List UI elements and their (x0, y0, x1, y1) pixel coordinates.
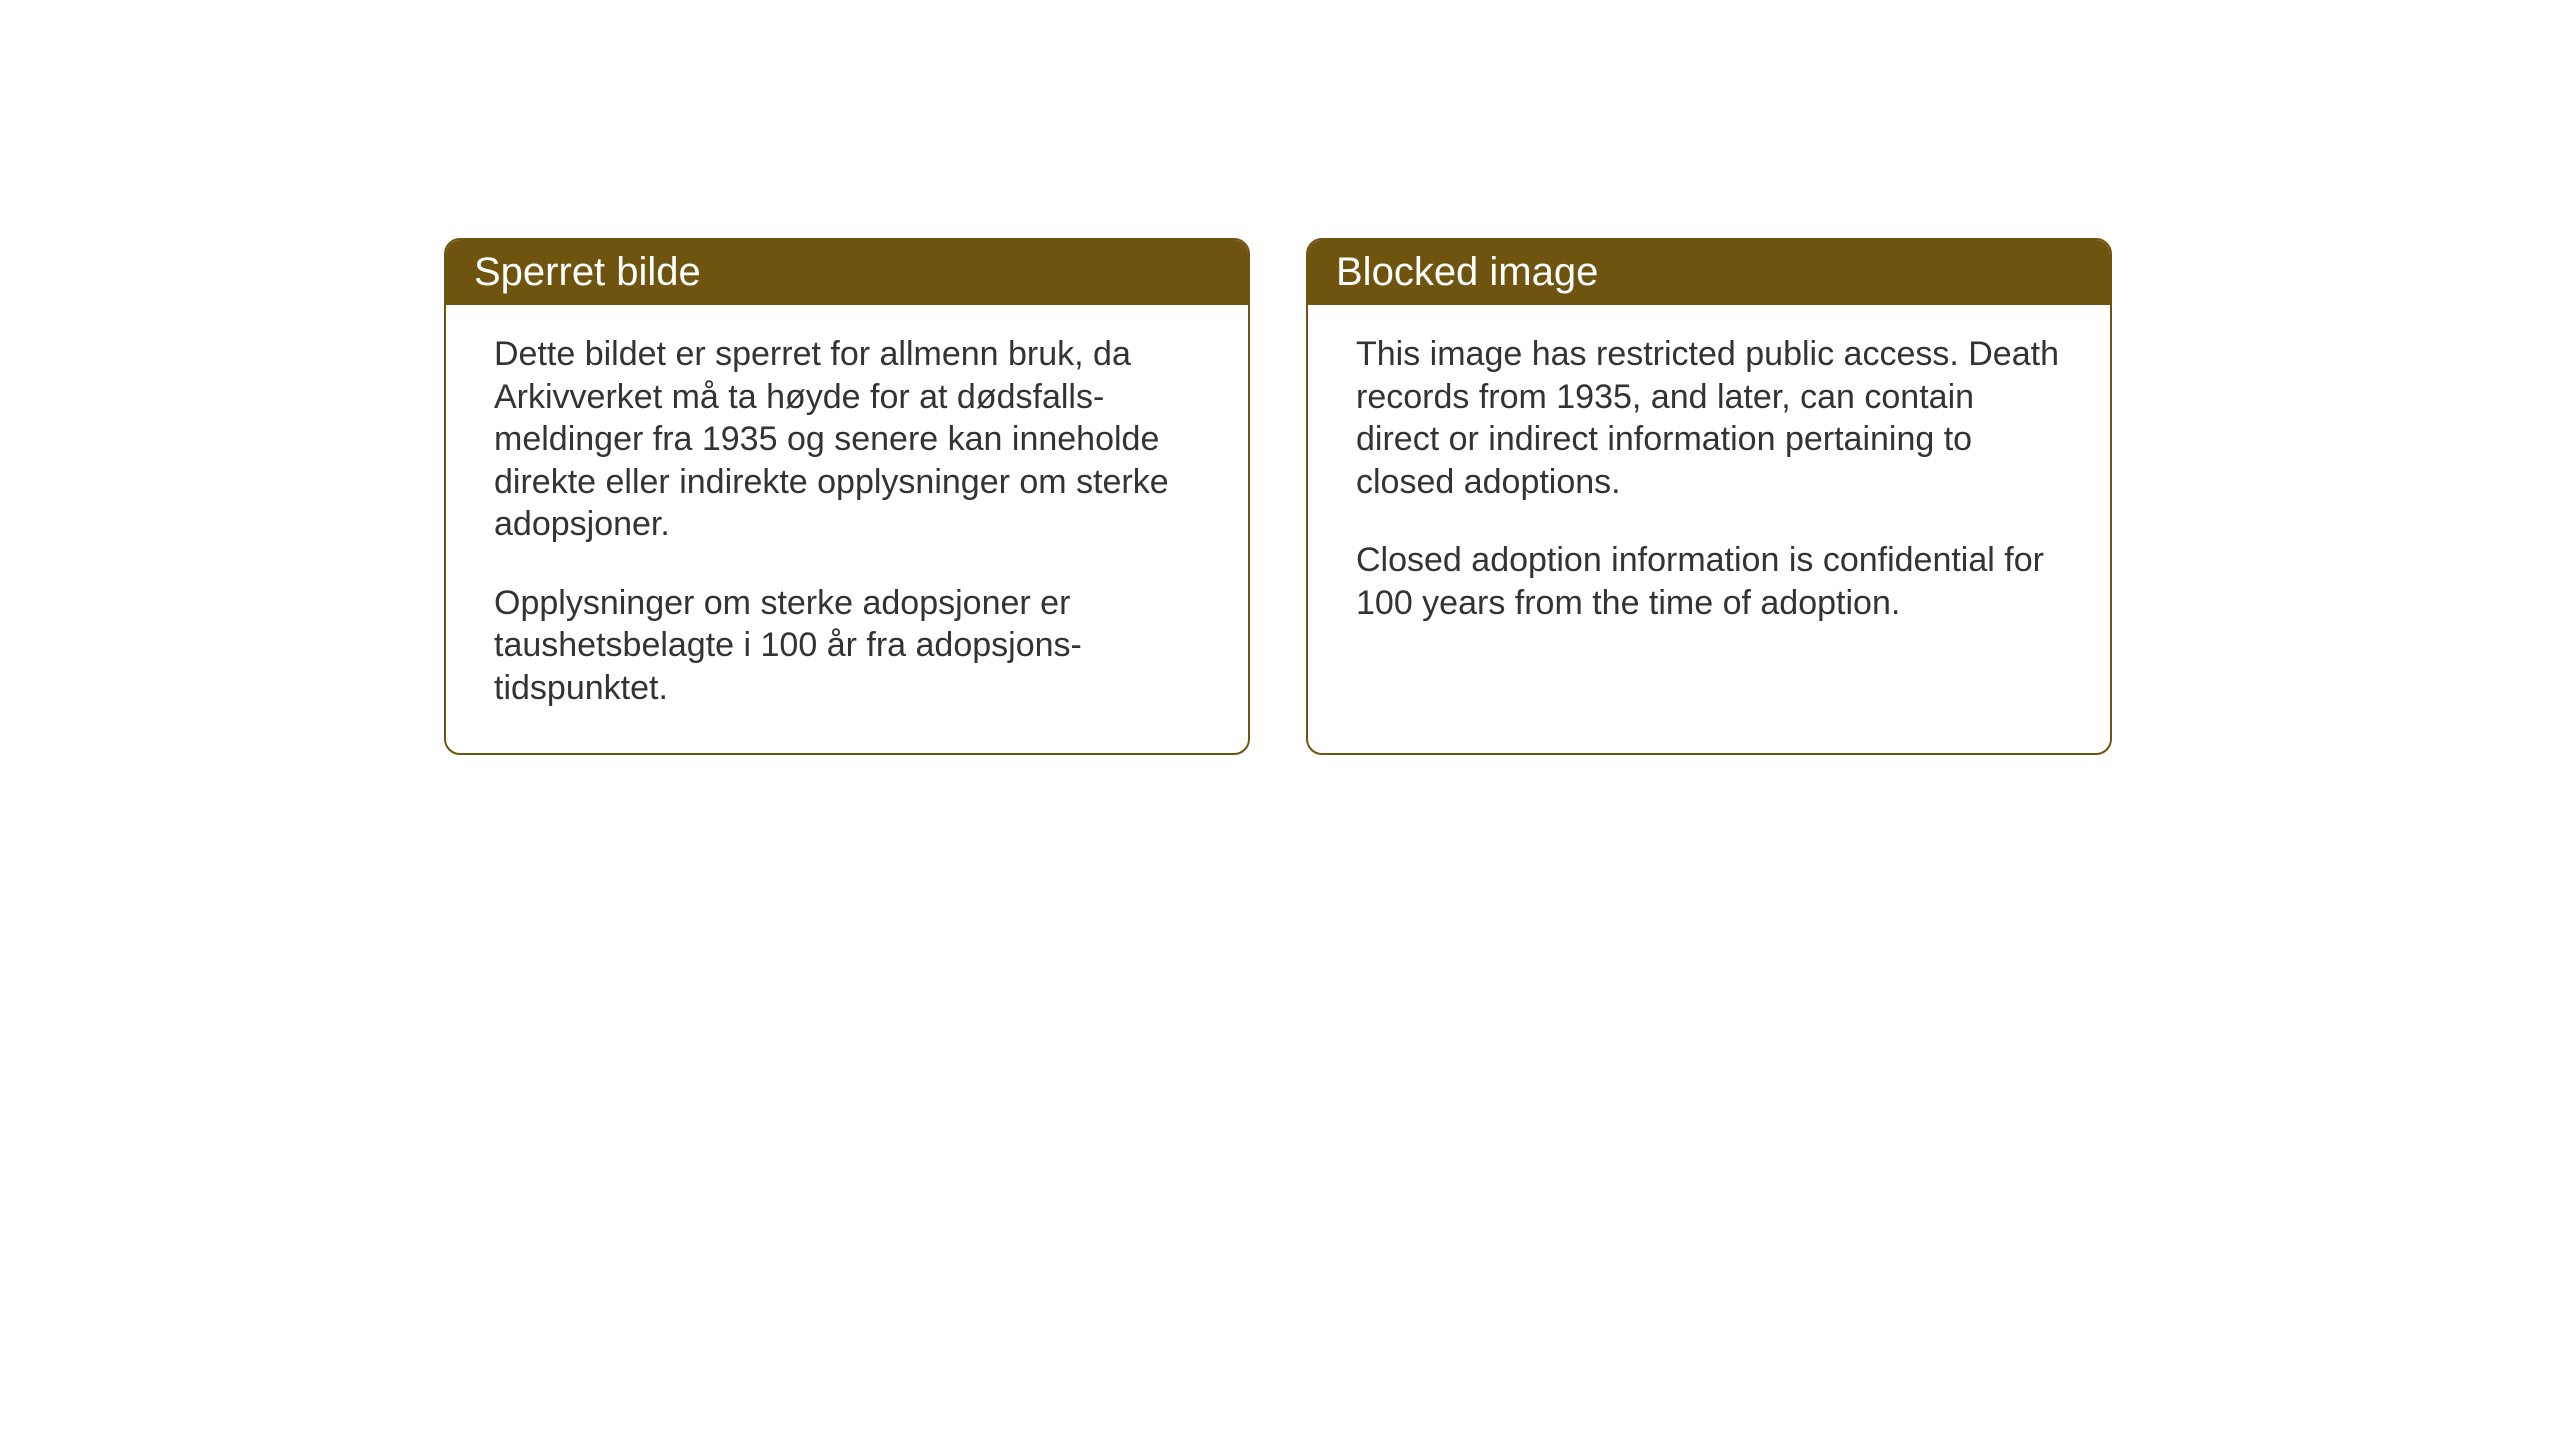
card-body-english: This image has restricted public access.… (1308, 305, 2110, 753)
card-header-english: Blocked image (1308, 240, 2110, 305)
paragraph-2-english: Closed adoption information is confident… (1356, 539, 2062, 624)
card-header-norwegian: Sperret bilde (446, 240, 1248, 305)
notice-card-norwegian: Sperret bilde Dette bildet er sperret fo… (444, 238, 1250, 755)
card-title-norwegian: Sperret bilde (474, 250, 701, 294)
notice-cards-container: Sperret bilde Dette bildet er sperret fo… (444, 238, 2112, 755)
paragraph-1-english: This image has restricted public access.… (1356, 333, 2062, 503)
card-title-english: Blocked image (1336, 250, 1598, 294)
paragraph-2-norwegian: Opplysninger om sterke adopsjoner er tau… (494, 582, 1200, 710)
notice-card-english: Blocked image This image has restricted … (1306, 238, 2112, 755)
paragraph-1-norwegian: Dette bildet er sperret for allmenn bruk… (494, 333, 1200, 546)
card-body-norwegian: Dette bildet er sperret for allmenn bruk… (446, 305, 1248, 753)
